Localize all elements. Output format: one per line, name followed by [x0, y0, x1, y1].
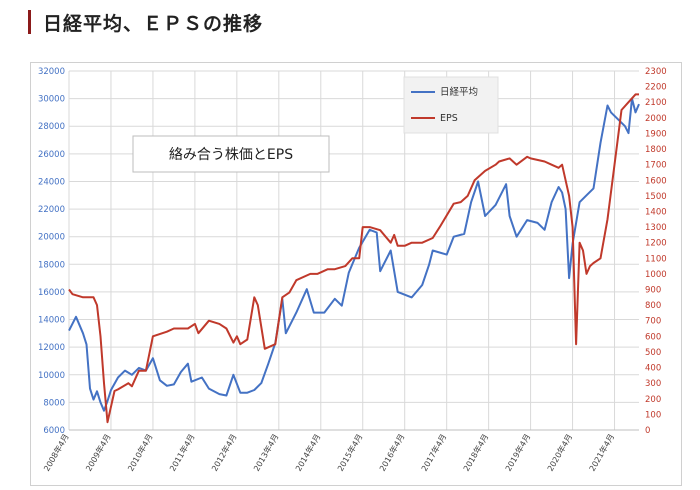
y-left-tick-label: 20000 [38, 233, 65, 243]
y-left-tick-label: 26000 [38, 150, 65, 160]
x-tick-label: 2021年4月 [587, 432, 616, 473]
y-right-tick-label: 400 [645, 364, 661, 374]
y-right-tick-label: 0 [645, 426, 650, 436]
y-right-tick-label: 1600 [645, 176, 667, 186]
y-left-tick-label: 16000 [38, 288, 65, 298]
legend-label-eps: EPS [440, 113, 458, 124]
y-right-tick-label: 1200 [645, 239, 667, 249]
series-line-eps [68, 93, 639, 424]
y-right-tick-label: 1000 [645, 270, 667, 280]
y-right-tick-label: 1400 [645, 207, 667, 217]
y-left-tick-label: 12000 [38, 343, 65, 353]
y-left-tick-label: 10000 [38, 371, 65, 381]
y-right-tick-label: 1800 [645, 145, 667, 155]
x-tick-label: 2013年4月 [251, 432, 280, 473]
y-right-tick-label: 200 [645, 395, 661, 405]
y-right-tick-label: 100 [645, 410, 661, 420]
left-axis-ticks: 6000 8000 10000 12000 14000 16000 18000 20000 22… [38, 67, 65, 436]
page-title: 日経平均、ＥＰＳの推移 [43, 12, 264, 35]
x-tick-label: 2011年4月 [167, 432, 196, 473]
y-right-tick-label: 2200 [645, 83, 667, 93]
y-right-tick-label: 2000 [645, 114, 667, 124]
x-tick-label: 2016年4月 [377, 432, 406, 473]
right-axis-ticks: 0 100 200 300 400 500 600 700 800 900 1000 1100 1200… [645, 67, 667, 436]
x-tick-label: 2018年4月 [461, 432, 490, 473]
y-right-tick-label: 1700 [645, 161, 667, 171]
y-left-tick-label: 28000 [38, 122, 65, 132]
legend-label-nikkei: 日経平均 [440, 86, 478, 98]
y-right-tick-label: 1100 [645, 254, 667, 264]
series-line-nikkei [68, 97, 640, 412]
y-right-tick-label: 500 [645, 348, 661, 358]
y-right-tick-label: 1900 [645, 129, 667, 139]
x-axis-ticks: 2008年4月 2009年4月 2010年4月 2011年4月 2012年4月 2013年… [41, 432, 616, 473]
gridlines [68, 70, 639, 431]
x-tick-label: 2009年4月 [83, 432, 112, 473]
y-right-tick-label: 1300 [645, 223, 667, 233]
y-right-tick-label: 800 [645, 301, 661, 311]
nikkei-eps-chart: 6000800010000120001400016000180002000022… [38, 67, 667, 473]
x-tick-label: 2008年4月 [41, 432, 70, 473]
legend: 日経平均 EPS [403, 76, 499, 134]
x-tick-label: 2020年4月 [545, 432, 574, 473]
y-left-tick-label: 14000 [38, 316, 65, 326]
x-tick-label: 2015年4月 [335, 432, 364, 473]
annotation-box: 絡み合う株価とEPS [132, 135, 330, 173]
y-right-tick-label: 600 [645, 332, 661, 342]
y-left-tick-label: 18000 [38, 260, 65, 270]
x-tick-label: 2019年4月 [503, 432, 532, 473]
y-left-tick-label: 8000 [43, 398, 65, 408]
y-left-tick-label: 22000 [38, 205, 65, 215]
x-tick-label: 2014年4月 [293, 432, 322, 473]
x-tick-label: 2010年4月 [125, 432, 154, 473]
y-left-tick-label: 30000 [38, 95, 65, 105]
y-right-tick-label: 2300 [645, 67, 667, 77]
y-right-tick-label: 900 [645, 286, 661, 296]
y-left-tick-label: 6000 [43, 426, 65, 436]
y-right-tick-label: 2100 [645, 98, 667, 108]
annotation-text: 絡み合う株価とEPS [169, 147, 293, 163]
x-tick-label: 2017年4月 [419, 432, 448, 473]
x-tick-label: 2012年4月 [209, 432, 238, 473]
series-lines [68, 93, 640, 424]
y-right-tick-label: 1500 [645, 192, 667, 202]
heading-accent-bar [28, 10, 31, 34]
chart-container: 6000 8000 10000 12000 14000 16000 18000 20000 22… [30, 62, 682, 486]
y-left-tick-label: 32000 [38, 67, 65, 77]
y-right-tick-label: 300 [645, 379, 661, 389]
y-right-tick-label: 700 [645, 317, 661, 327]
page-heading: 日経平均、ＥＰＳの推移 [28, 8, 263, 36]
y-left-tick-label: 24000 [38, 177, 65, 187]
